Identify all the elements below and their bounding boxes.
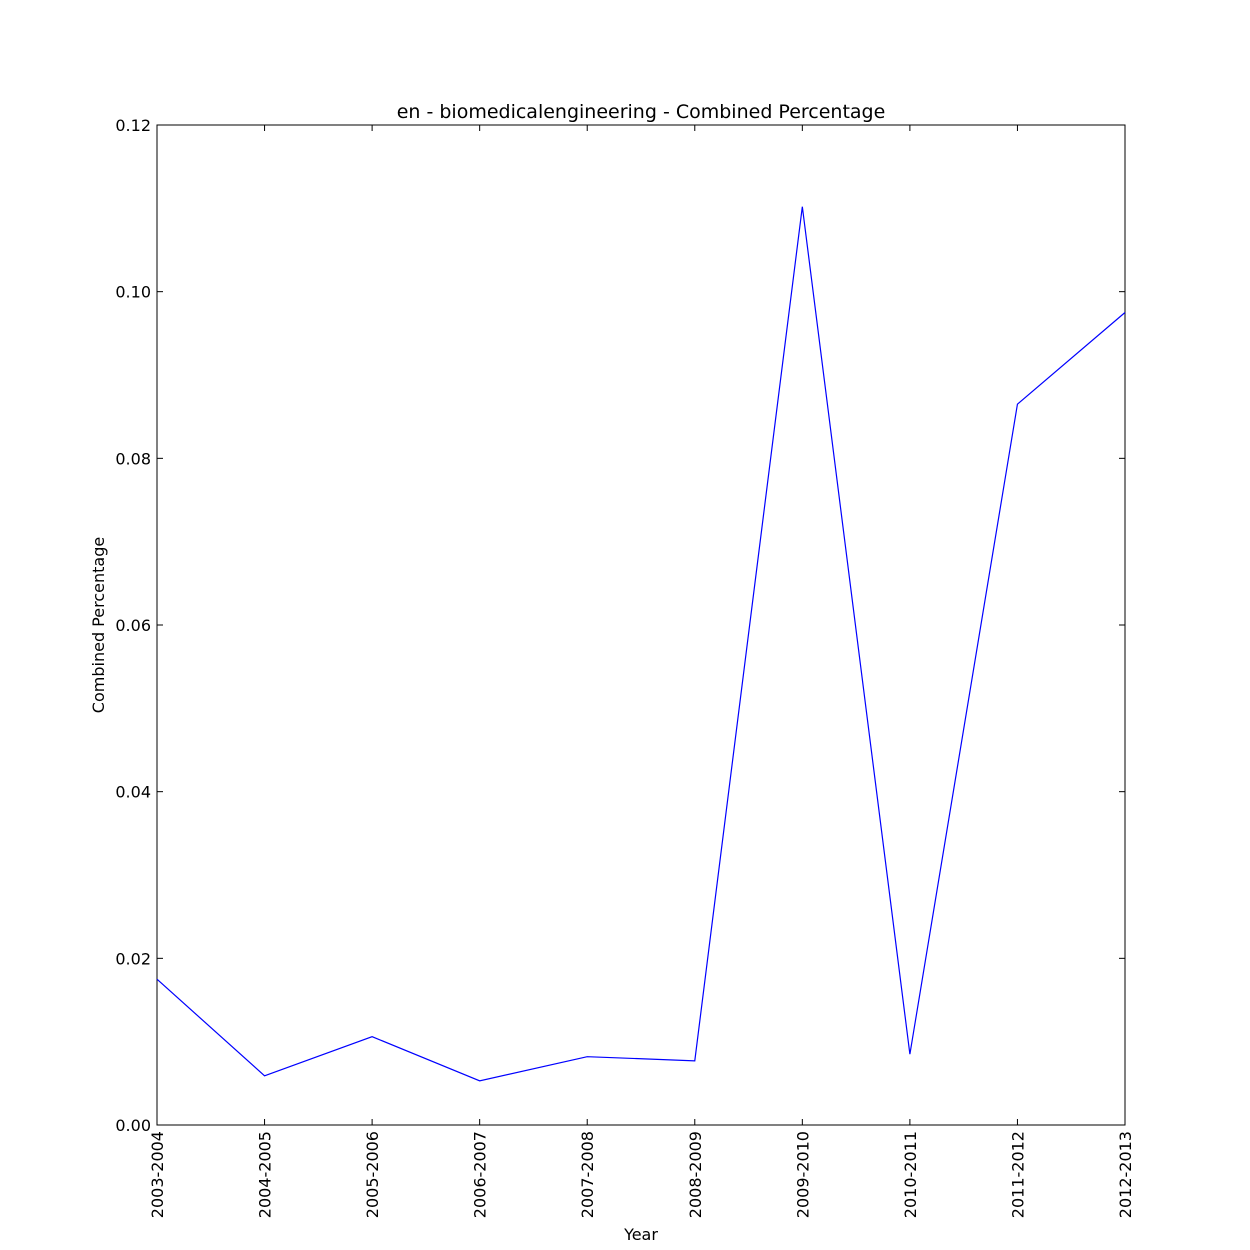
x-tick-label: 2009-2010	[793, 1131, 812, 1218]
x-tick-label: 2008-2009	[686, 1131, 705, 1218]
x-tick-label: 2011-2012	[1008, 1131, 1027, 1218]
x-tick-label: 2004-2005	[256, 1131, 275, 1218]
x-tick-label: 2005-2006	[363, 1131, 382, 1218]
y-tick-label: 0.00	[115, 1116, 151, 1135]
y-tick-label: 0.06	[115, 616, 151, 635]
x-tick-label: 2006-2007	[471, 1131, 490, 1218]
x-axis-label: Year	[623, 1225, 658, 1244]
series-line-0	[156, 206, 1126, 1082]
y-tick-label: 0.04	[115, 783, 151, 802]
y-tick-label: 0.02	[115, 949, 151, 968]
y-tick-label: 0.12	[115, 116, 151, 135]
x-tick-label: 2007-2008	[578, 1131, 597, 1218]
y-tick-label: 0.08	[115, 449, 151, 468]
series-layer	[156, 206, 1126, 1082]
chart-title: en - biomedicalengineering - Combined Pe…	[397, 101, 886, 123]
x-tick-label: 2003-2004	[148, 1131, 167, 1218]
y-tick-label: 0.10	[115, 283, 151, 302]
x-axis: 2003-2004 2004-2005 2005-2006 2006-2007 2007…	[148, 125, 1135, 1218]
x-tick-label: 2010-2011	[901, 1131, 920, 1218]
y-axis-label: Combined Percentage	[89, 537, 108, 713]
y-axis: 0.00 0.02 0.04 0.06 0.08 0.10 0.12	[115, 116, 1125, 1135]
x-tick-label: 2012-2013	[1116, 1131, 1135, 1218]
